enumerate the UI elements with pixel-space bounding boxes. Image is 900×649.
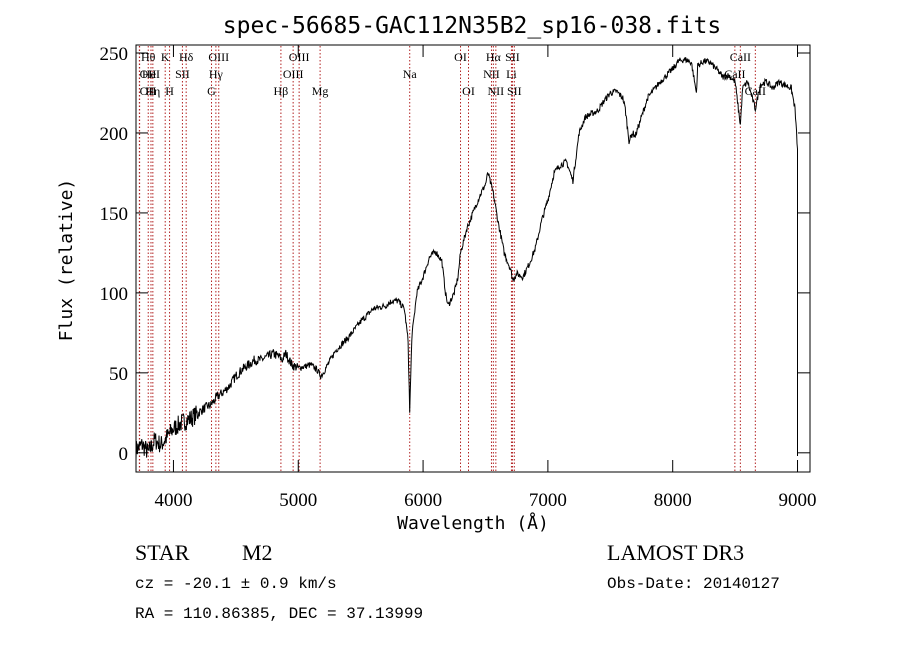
spectral-line-label: Hθ bbox=[141, 50, 156, 64]
spectral-line-label: Hγ bbox=[209, 67, 224, 81]
survey-name: LAMOST DR3 bbox=[607, 540, 744, 565]
y-tick-label: 0 bbox=[119, 444, 129, 465]
y-axis-title: Flux (relative) bbox=[56, 179, 77, 342]
spectral-line-label: Hη bbox=[145, 84, 160, 98]
spectral-line-label: OIII bbox=[208, 50, 229, 64]
y-tick-label: 50 bbox=[109, 364, 128, 385]
x-tick-label: 4000 bbox=[154, 490, 192, 511]
spectral-line-label: OII bbox=[140, 67, 157, 81]
y-tick-label: 250 bbox=[100, 44, 129, 65]
spectral-line-label: Hα bbox=[486, 50, 502, 64]
coordinates-text: RA = 110.86385, DEC = 37.13999 bbox=[135, 605, 423, 623]
spectral-line-label: NII bbox=[488, 84, 505, 98]
spectral-line-label: Li bbox=[506, 67, 517, 81]
chart-title: spec-56685-GAC112N35B2_sp16-038.fits bbox=[223, 13, 722, 39]
y-axis-ticks: 0 50 100 150 200 250 bbox=[100, 44, 810, 465]
spectral-line-label: Hβ bbox=[274, 84, 289, 98]
spectral-line-label: SII bbox=[505, 50, 520, 64]
flux-series-line bbox=[135, 57, 798, 460]
redshift-text: cz = -20.1 ± 0.9 km/s bbox=[135, 575, 337, 593]
spectral-line-label: H bbox=[165, 84, 174, 98]
x-tick-label: 5000 bbox=[279, 490, 317, 511]
spectral-line-label: SII bbox=[507, 84, 522, 98]
spectral-line-label: NII bbox=[483, 67, 500, 81]
spectral-line-markers bbox=[138, 46, 756, 471]
object-class: STAR bbox=[135, 540, 190, 565]
y-tick-label: 150 bbox=[100, 204, 129, 225]
spectral-line-label: CaII bbox=[745, 84, 766, 98]
plot-frame bbox=[135, 44, 811, 473]
x-tick-label: 6000 bbox=[404, 490, 442, 511]
spectral-line-label: K bbox=[161, 50, 170, 64]
spectral-line-label: Hδ bbox=[179, 50, 194, 64]
spectral-line-label: Mg bbox=[312, 84, 329, 98]
y-tick-label: 200 bbox=[100, 124, 129, 145]
x-tick-label: 9000 bbox=[779, 490, 817, 511]
y-tick-label: 100 bbox=[100, 284, 129, 305]
spectral-line-label: OI bbox=[462, 84, 475, 98]
x-tick-label: 8000 bbox=[654, 490, 692, 511]
spectral-line-label: HeI bbox=[142, 67, 160, 81]
x-tick-label: 7000 bbox=[529, 490, 567, 511]
x-axis-title: Wavelength (Å) bbox=[397, 512, 549, 534]
spectral-line-label: OI bbox=[454, 50, 467, 64]
spectral-line-label: OIII bbox=[289, 50, 310, 64]
spectral-line-label: OII bbox=[140, 84, 157, 98]
spectral-line-label: G bbox=[207, 84, 216, 98]
spectral-line-label: Na bbox=[403, 67, 418, 81]
spectral-line-label: OIII bbox=[283, 67, 304, 81]
object-subclass: M2 bbox=[242, 540, 273, 565]
obs-date-text: Obs-Date: 20140127 bbox=[607, 575, 780, 593]
spectral-line-label: CaII bbox=[730, 50, 751, 64]
spectral-line-label: SII bbox=[175, 67, 190, 81]
x-axis-ticks: 4000 5000 6000 7000 8000 9000 bbox=[154, 45, 817, 511]
